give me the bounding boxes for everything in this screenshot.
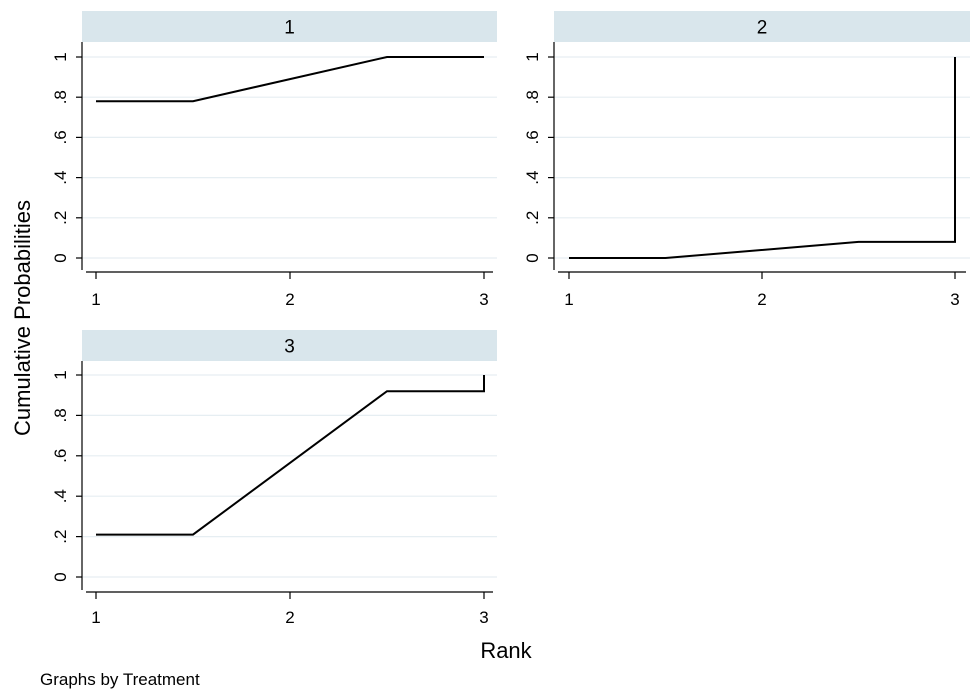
y-axis-title: Cumulative Probabilities [10,200,35,436]
series-line-1 [96,56,484,103]
y-tick-label: .8 [51,408,70,422]
y-tick-label: 1 [523,52,542,61]
y-tick-label: .8 [51,90,70,104]
x-tick-label: 1 [91,608,100,627]
y-tick-label: .6 [523,130,542,144]
x-tick-label: 1 [564,290,573,309]
series-line-3 [96,375,485,536]
panel-title: 1 [284,18,295,39]
y-tick-label: .2 [523,211,542,225]
x-tick-label: 1 [91,290,100,309]
x-tick-label: 3 [479,290,488,309]
panel-1: 1 0 .2 .4 .6 .8 1 1 2 3 [51,11,497,309]
y-tick-label: 1 [51,370,70,379]
graphs-by-note: Graphs by Treatment [40,670,200,689]
y-tick-label: 1 [51,52,70,61]
panels-group: 10.2.4.6.811 2 320.2.4.6.811 2 330.2.4.6.811… [51,11,970,627]
panel-title: 2 [757,18,768,39]
y-tick-label: .6 [51,449,70,463]
panel-2: 2 0 .2 .4 .6 .8 1 1 2 3 [523,11,970,309]
y-tick-label: .4 [523,171,542,185]
y-tick-label: .4 [51,171,70,185]
y-tick-label: .2 [51,211,70,225]
panel-title: 3 [284,337,295,358]
x-tick-label: 3 [950,290,959,309]
panel-3: 3 0 .2 .4 .6 .8 1 1 2 3 [51,330,497,627]
y-tick-label: .4 [51,489,70,503]
y-tick-label: .6 [51,130,70,144]
x-tick-label: 3 [479,608,488,627]
y-tick-label: 0 [51,253,70,262]
y-tick-label: 0 [523,253,542,262]
series-line-2 [569,57,956,259]
x-tick-label: 2 [757,290,766,309]
panel-header [554,11,970,42]
x-tick-label: 2 [285,290,294,309]
y-tick-label: .2 [51,530,70,544]
panel-header [82,11,497,42]
y-tick-label: .8 [523,90,542,104]
y-tick-label: 0 [51,572,70,581]
x-axis-title: Rank [480,638,532,663]
panel-header [82,330,497,361]
x-tick-label: 2 [285,608,294,627]
